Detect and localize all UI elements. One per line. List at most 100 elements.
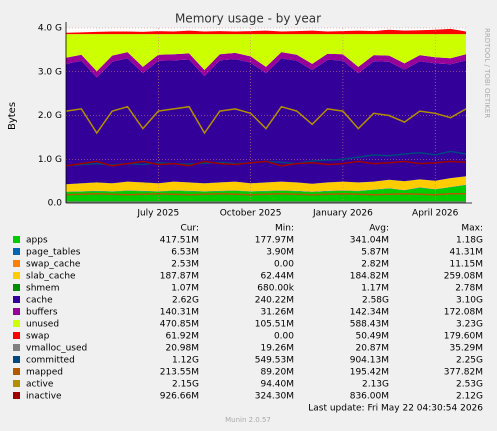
- legend-name: cache: [26, 296, 53, 306]
- legend-swatch: [13, 308, 20, 315]
- legend-stat: 549.53M: [255, 356, 294, 366]
- area: [66, 58, 466, 185]
- legend-swatch: [13, 380, 20, 387]
- legend-stat: 2.62G: [172, 296, 199, 306]
- legend-stat: 3.90M: [266, 248, 294, 258]
- legend-stat: 259.08M: [444, 272, 483, 282]
- line: [65, 160, 467, 167]
- line: [65, 193, 466, 196]
- area: [66, 28, 466, 35]
- y-axis-label: Bytes: [7, 102, 18, 130]
- legend-stat: 3.10G: [456, 296, 483, 306]
- legend-swatch: [13, 248, 20, 255]
- legend-name: swap_cache: [26, 260, 81, 270]
- legend-name: mapped: [26, 368, 63, 378]
- y-tick-label: 3.0 G: [38, 67, 62, 77]
- legend-stat: 1.12G: [172, 356, 199, 366]
- legend-stat: 177.97M: [255, 236, 294, 246]
- legend-stat: 20.87M: [355, 344, 389, 354]
- area: [66, 184, 466, 193]
- legend-stat: 588.43M: [350, 320, 389, 330]
- legend-name: vmalloc_used: [26, 344, 87, 354]
- legend-stat: 2.58G: [362, 296, 389, 306]
- legend-stat: 41.31M: [449, 248, 483, 258]
- legend-stat: 836.00M: [350, 392, 389, 402]
- legend-stat: 680.00k: [257, 284, 294, 294]
- legend-stat: 195.42M: [350, 368, 389, 378]
- legend-stat: 187.87M: [160, 272, 199, 282]
- legend-stat: 1.18G: [456, 236, 483, 246]
- legend-stat: 6.53M: [171, 248, 199, 258]
- legend-name: page_tables: [26, 248, 81, 258]
- legend-stat: 2.25G: [456, 356, 483, 366]
- legend-stat: 179.60M: [444, 332, 483, 342]
- legend-stat: 11.15M: [449, 260, 483, 270]
- legend-name: shmem: [26, 284, 59, 294]
- legend-swatch: [13, 236, 20, 243]
- legend-stat: 0.00: [274, 260, 294, 270]
- legend-swatch: [13, 332, 20, 339]
- x-tick-label: July 2025: [136, 209, 179, 219]
- line: [65, 105, 467, 135]
- legend-stat: 2.82M: [361, 260, 389, 270]
- legend-swatch: [13, 320, 20, 327]
- legend-swatch: [13, 284, 20, 291]
- legend-stat: 0.00: [274, 332, 294, 342]
- legend-stat: 341.04M: [350, 236, 389, 246]
- y-tick-label: 4.0 G: [38, 24, 62, 34]
- legend-swatch: [13, 356, 20, 363]
- legend-stat: 377.82M: [444, 368, 483, 378]
- legend-stat: 213.55M: [160, 368, 199, 378]
- legend-swatch: [13, 392, 20, 399]
- legend-stat: 31.26M: [260, 308, 294, 318]
- legend-stat: 105.51M: [255, 320, 294, 330]
- stat-header: Max:: [461, 224, 483, 234]
- legend-stat: 240.22M: [255, 296, 294, 306]
- legend-stat: 2.78M: [455, 284, 483, 294]
- legend-stat: 1.17M: [361, 284, 389, 294]
- legend-stat: 35.29M: [449, 344, 483, 354]
- legend-name: inactive: [26, 392, 62, 402]
- legend-stat: 2.53M: [171, 260, 199, 270]
- legend-swatch: [13, 296, 20, 303]
- legend-name: swap: [26, 332, 50, 342]
- stat-header: Min:: [275, 224, 294, 234]
- legend-stat: 62.44M: [260, 272, 294, 282]
- footer: Munin 2.0.57: [225, 416, 271, 424]
- legend-stat: 50.49M: [355, 332, 389, 342]
- x-tick-label: October 2025: [220, 209, 282, 219]
- legend-stat: 5.87M: [361, 248, 389, 258]
- area: [66, 34, 466, 72]
- legend-stat: 417.51M: [160, 236, 199, 246]
- legend-stat: 184.82M: [350, 272, 389, 282]
- area: [66, 184, 466, 192]
- legend-stat: 1.07M: [171, 284, 199, 294]
- legend-stat: 904.13M: [350, 356, 389, 366]
- stat-header: Avg:: [369, 224, 389, 234]
- legend-name: active: [26, 380, 54, 390]
- last-update: Last update: Fri May 22 04:30:54 2026: [308, 404, 483, 414]
- legend-swatch: [13, 272, 20, 279]
- legend-name: slab_cache: [26, 272, 76, 282]
- legend-stat: 2.15G: [172, 380, 199, 390]
- side-note: RRDTOOL / TOBI OETIKER: [483, 28, 491, 118]
- legend-stat: 94.40M: [260, 380, 294, 390]
- legend-stat: 324.30M: [255, 392, 294, 402]
- legend-stat: 89.20M: [260, 368, 294, 378]
- legend-stat: 2.12G: [456, 392, 483, 402]
- legend-name: buffers: [26, 308, 58, 318]
- legend-swatch: [13, 260, 20, 267]
- legend-stat: 3.23G: [456, 320, 483, 330]
- area: [66, 52, 466, 78]
- legend-stat: 2.53G: [456, 380, 483, 390]
- legend-stat: 142.34M: [350, 308, 389, 318]
- x-tick-label: January 2026: [312, 209, 373, 219]
- legend-stat: 926.66M: [160, 392, 199, 402]
- legend-stat: 19.26M: [260, 344, 294, 354]
- legend-stat: 20.98M: [165, 344, 199, 354]
- y-tick-label: 1.0 G: [38, 155, 62, 165]
- y-tick-label: 2.0 G: [38, 111, 62, 121]
- legend-stat: 61.92M: [165, 332, 199, 342]
- legend-stat: 172.08M: [444, 308, 483, 318]
